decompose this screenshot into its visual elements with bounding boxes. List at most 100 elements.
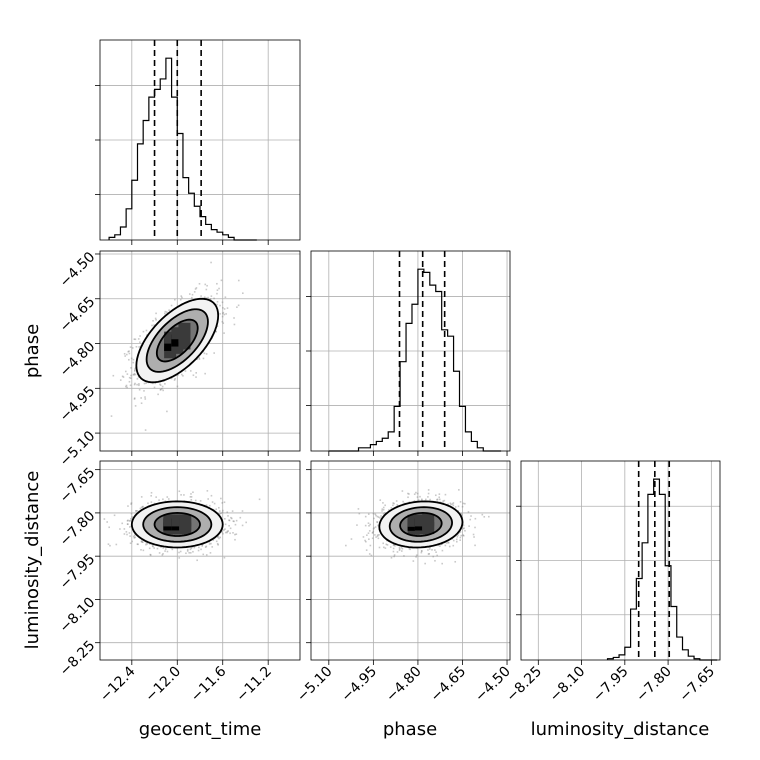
- scatter-point: [205, 288, 208, 291]
- scatter-point: [178, 551, 180, 554]
- scatter-point: [373, 527, 375, 529]
- scatter-point: [179, 298, 182, 301]
- scatter-point: [234, 523, 237, 526]
- density-cell: [422, 514, 435, 527]
- scatter-point: [460, 514, 463, 516]
- scatter-point: [228, 519, 230, 522]
- scatter-point: [390, 556, 393, 559]
- scatter-point: [229, 527, 232, 530]
- scatter-point: [128, 380, 131, 383]
- density-core: [163, 514, 192, 535]
- scatter-point: [382, 508, 385, 511]
- scatter-point: [166, 410, 168, 413]
- scatter-point: [424, 562, 426, 565]
- scatter-point: [447, 541, 450, 544]
- scatter-point: [200, 295, 202, 297]
- scatter-point: [219, 304, 221, 307]
- scatter-point: [382, 542, 385, 545]
- scatter-point: [245, 521, 247, 524]
- density-content: [345, 489, 490, 565]
- scatter-point: [170, 377, 173, 380]
- scatter-point: [469, 518, 472, 521]
- scatter-point: [450, 503, 452, 506]
- scatter-point: [213, 352, 215, 354]
- scatter-point: [223, 501, 226, 504]
- scatter-point: [218, 537, 220, 540]
- scatter-point: [371, 532, 374, 534]
- scatter-point: [428, 553, 431, 555]
- scatter-point: [132, 361, 135, 364]
- scatter-point: [224, 528, 226, 530]
- scatter-point: [126, 523, 129, 525]
- scatter-point: [125, 531, 128, 533]
- scatter-point: [136, 378, 139, 380]
- scatter-point: [447, 542, 450, 544]
- scatter-point: [384, 504, 386, 507]
- scatter-point: [377, 537, 380, 540]
- scatter-point: [208, 543, 211, 545]
- scatter-point: [241, 292, 244, 295]
- scatter-point: [481, 513, 484, 516]
- scatter-point: [162, 552, 164, 555]
- scatter-point: [459, 531, 462, 533]
- scatter-point: [143, 382, 146, 385]
- scatter-point: [384, 512, 386, 514]
- scatter-point: [194, 499, 197, 502]
- scatter-point: [381, 508, 384, 510]
- scatter-point: [375, 514, 377, 517]
- scatter-point: [459, 539, 461, 541]
- scatter-point: [159, 384, 162, 386]
- scatter-point: [459, 501, 462, 503]
- scatter-point: [239, 516, 242, 519]
- scatter-point: [222, 509, 224, 512]
- scatter-point: [364, 515, 367, 518]
- scatter-point: [164, 500, 167, 503]
- scatter-point: [368, 553, 371, 555]
- scatter-point: [222, 532, 224, 535]
- scatter-point: [160, 546, 162, 548]
- scatter-point: [128, 376, 131, 379]
- scatter-point: [227, 530, 229, 532]
- scatter-point: [223, 556, 226, 559]
- scatter-point: [376, 534, 379, 536]
- scatter-point: [213, 502, 216, 505]
- scatter-point: [237, 304, 240, 307]
- scatter-point: [142, 330, 145, 333]
- scatter-point: [235, 519, 238, 522]
- scatter-point: [440, 543, 443, 546]
- scatter-point: [139, 507, 142, 510]
- scatter-point: [173, 379, 176, 381]
- scatter-point: [420, 550, 423, 552]
- scatter-point: [434, 494, 437, 497]
- scatter-point: [212, 539, 215, 541]
- scatter-point: [222, 307, 224, 309]
- scatter-point: [170, 304, 173, 307]
- scatter-point: [216, 289, 219, 291]
- histogram-panel-luminosity-distance: −8.25 −8.10 −7.95 −7.80 −7.65: [503, 460, 721, 705]
- scatter-point: [367, 532, 370, 534]
- scatter-point: [395, 500, 398, 502]
- axes-frame: [99, 39, 301, 241]
- scatter-point: [142, 541, 144, 544]
- scatter-point: [164, 550, 166, 552]
- scatter-point: [392, 550, 395, 553]
- scatter-point: [119, 528, 121, 530]
- scatter-point: [458, 489, 460, 491]
- scatter-point: [392, 504, 394, 507]
- contour-line: [135, 297, 220, 384]
- scatter-point: [134, 338, 137, 341]
- scatter-point: [140, 540, 143, 543]
- scatter-point: [159, 388, 162, 391]
- scatter-point: [431, 549, 433, 551]
- scatter-point: [139, 341, 141, 343]
- scatter-point: [159, 388, 162, 391]
- scatter-point: [456, 535, 459, 538]
- scatter-point: [127, 505, 129, 507]
- density-panel-geocent-time-vs-phase: −5.10−4.95−4.80−4.65−4.50: [57, 249, 301, 470]
- scatter-point: [132, 535, 135, 538]
- scatter-point: [154, 382, 157, 385]
- scatter-point: [398, 548, 401, 550]
- contour-line: [153, 512, 201, 537]
- scatter-point: [220, 497, 222, 500]
- scatter-point: [368, 525, 370, 527]
